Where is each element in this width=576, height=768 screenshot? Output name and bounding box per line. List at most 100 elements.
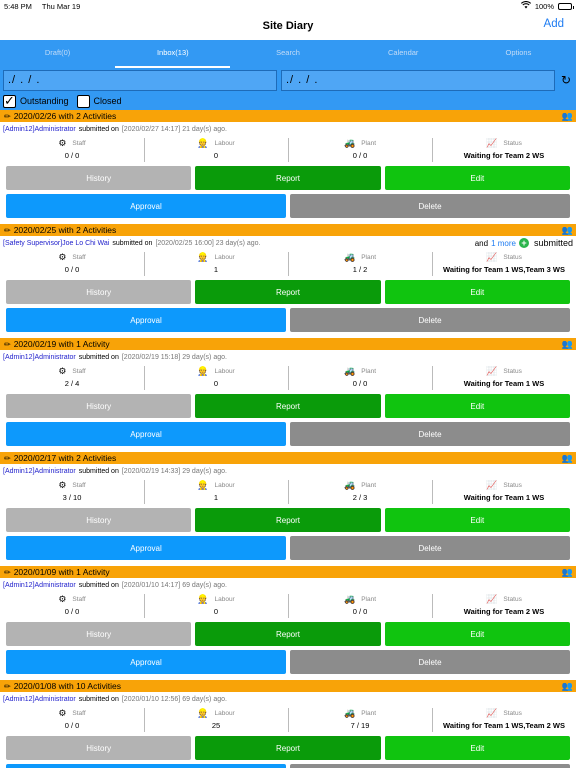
labour-value: 1: [213, 493, 219, 502]
edit-button[interactable]: Edit: [384, 622, 570, 646]
action-row-1: History Report Edit: [0, 280, 576, 304]
submitter-name[interactable]: [Admin12]Administrator: [3, 353, 76, 361]
history-button[interactable]: History: [6, 508, 192, 532]
excavator-icon: 🚜: [343, 251, 356, 262]
stats-row: ⚙ Staff 3 / 10 👷 Labour 1 🚜 Plant 2 / 3 📈 St…: [0, 478, 576, 506]
submitter-name[interactable]: [Admin12]Administrator: [3, 695, 76, 703]
staff-label: Staff: [72, 139, 86, 147]
tab-inbox[interactable]: Inbox(13): [115, 40, 231, 68]
action-row-2: Approval Delete: [0, 422, 576, 446]
history-button[interactable]: History: [6, 736, 192, 760]
action-row-2: Approval Delete: [0, 308, 576, 332]
stats-row: ⚙ Staff 2 / 4 👷 Labour 0 🚜 Plant 0 / 0 📈 Sta…: [0, 364, 576, 392]
plus-circle-icon[interactable]: +: [518, 238, 529, 248]
tab-draft[interactable]: Draft(0): [44, 48, 71, 57]
stat-status: 📈 Status Waiting for Team 1 WS: [432, 478, 576, 506]
history-button[interactable]: History: [6, 622, 192, 646]
diary-list: ✏ 2020/02/26 with 2 Activities 👥 [Admin1…: [0, 110, 576, 768]
staff-icon: ⚙: [58, 479, 67, 490]
approval-button[interactable]: Approval: [6, 764, 286, 768]
edit-button[interactable]: Edit: [384, 166, 570, 190]
report-button[interactable]: Report: [195, 736, 381, 760]
pulse-icon: 📈: [486, 593, 498, 604]
action-row-2: Approval Delete: [0, 536, 576, 560]
submitter-name[interactable]: [Admin12]Administrator: [3, 467, 76, 475]
action-row-2: Approval Delete: [0, 650, 576, 674]
edit-button[interactable]: Edit: [384, 394, 570, 418]
excavator-icon: 🚜: [343, 365, 356, 376]
diary-card-header[interactable]: ✏ 2020/01/09 with 1 Activity 👥: [0, 566, 576, 578]
diary-card-header[interactable]: ✏ 2020/01/08 with 10 Activities 👥: [0, 680, 576, 692]
tab-calendar[interactable]: Calendar: [387, 48, 419, 57]
submitter-name[interactable]: [Safety Supervisor]Joe Lo Chi Wai: [3, 239, 110, 247]
plant-label: Plant: [361, 367, 377, 375]
submitted-on-text: submitted on: [78, 467, 119, 475]
status-value: Waiting for Team 1 WS,Team 2 WS: [443, 721, 565, 730]
diary-card-header[interactable]: ✏ 2020/02/19 with 1 Activity 👥: [0, 338, 576, 350]
diary-card-header[interactable]: ✏ 2020/02/25 with 2 Activities 👥: [0, 224, 576, 236]
edit-button[interactable]: Edit: [384, 280, 570, 304]
status-value: Waiting for Team 2 WS: [463, 607, 545, 616]
history-button[interactable]: History: [6, 394, 192, 418]
pencil-icon: ✏: [4, 567, 11, 577]
add-button[interactable]: Add: [543, 18, 564, 30]
approval-button[interactable]: Approval: [6, 650, 286, 674]
labour-value: 0: [213, 379, 219, 388]
submitter-name[interactable]: [Admin12]Administrator: [3, 581, 76, 589]
closed-checkbox[interactable]: [76, 94, 90, 108]
approval-button[interactable]: Approval: [6, 422, 286, 446]
excavator-icon: 🚜: [343, 137, 356, 148]
status-label: Status: [503, 595, 522, 603]
status-right: 100%: [520, 1, 574, 11]
diary-card-header[interactable]: ✏ 2020/02/17 with 2 Activities 👥: [0, 452, 576, 464]
history-button[interactable]: History: [6, 166, 192, 190]
worker-icon: 👷: [197, 707, 209, 718]
diary-title: 2020/01/08 with 10 Activities: [13, 681, 121, 691]
tab-search[interactable]: Search: [276, 48, 300, 57]
report-button[interactable]: Report: [195, 280, 381, 304]
worker-icon: 👷: [197, 137, 209, 148]
to-date-field[interactable]: ./ . / .: [281, 69, 555, 91]
date-range-row: ./ . / . ./ . / . ↻: [3, 69, 573, 91]
people-icon: 👥: [561, 453, 573, 463]
report-button[interactable]: Report: [195, 508, 381, 532]
stat-staff: ⚙ Staff 0 / 0: [0, 706, 144, 734]
approval-button[interactable]: Approval: [6, 194, 286, 218]
worker-icon: 👷: [197, 593, 209, 604]
more-link[interactable]: 1 more: [491, 238, 516, 248]
delete-button[interactable]: Delete: [290, 194, 570, 218]
submitted-time: [2020/01/10 14:17] 69 day(s) ago.: [121, 581, 227, 589]
delete-button[interactable]: Delete: [290, 308, 570, 332]
status-label: Status: [503, 139, 522, 147]
approval-button[interactable]: Approval: [6, 536, 286, 560]
delete-button[interactable]: Delete: [290, 536, 570, 560]
history-button[interactable]: History: [6, 280, 192, 304]
staff-value: 0 / 0: [64, 265, 80, 274]
delete-button[interactable]: Delete: [290, 764, 570, 768]
from-date-field[interactable]: ./ . / .: [3, 69, 277, 91]
approval-button[interactable]: Approval: [6, 308, 286, 332]
submitter-line: [Admin12]Administrator submitted on [202…: [0, 122, 576, 136]
status-bar: 5:48 PM Thu Mar 19 100%: [0, 0, 576, 12]
diary-card: ✏ 2020/02/25 with 2 Activities 👥 [Safety…: [0, 224, 576, 338]
outstanding-checkbox[interactable]: [3, 93, 16, 109]
report-button[interactable]: Report: [195, 394, 381, 418]
wifi-icon: [520, 1, 531, 11]
submitted-text: submitted: [533, 238, 573, 248]
submitted-time: [2020/02/19 15:18] 29 day(s) ago.: [121, 353, 227, 361]
submitter-line: [Admin12]Administrator submitted on [202…: [0, 464, 576, 478]
report-button[interactable]: Report: [195, 622, 381, 646]
delete-button[interactable]: Delete: [290, 650, 570, 674]
worker-icon: 👷: [197, 365, 209, 376]
tab-options[interactable]: Options: [505, 48, 532, 57]
submitter-line: [Admin12]Administrator submitted on [202…: [0, 578, 576, 592]
submitter-name[interactable]: [Admin12]Administrator: [3, 125, 76, 133]
edit-button[interactable]: Edit: [384, 736, 570, 760]
refresh-icon[interactable]: ↻: [560, 73, 572, 87]
report-button[interactable]: Report: [195, 166, 381, 190]
edit-button[interactable]: Edit: [384, 508, 570, 532]
delete-button[interactable]: Delete: [290, 422, 570, 446]
worker-icon: 👷: [197, 479, 209, 490]
diary-card-header[interactable]: ✏ 2020/02/26 with 2 Activities 👥: [0, 110, 576, 122]
